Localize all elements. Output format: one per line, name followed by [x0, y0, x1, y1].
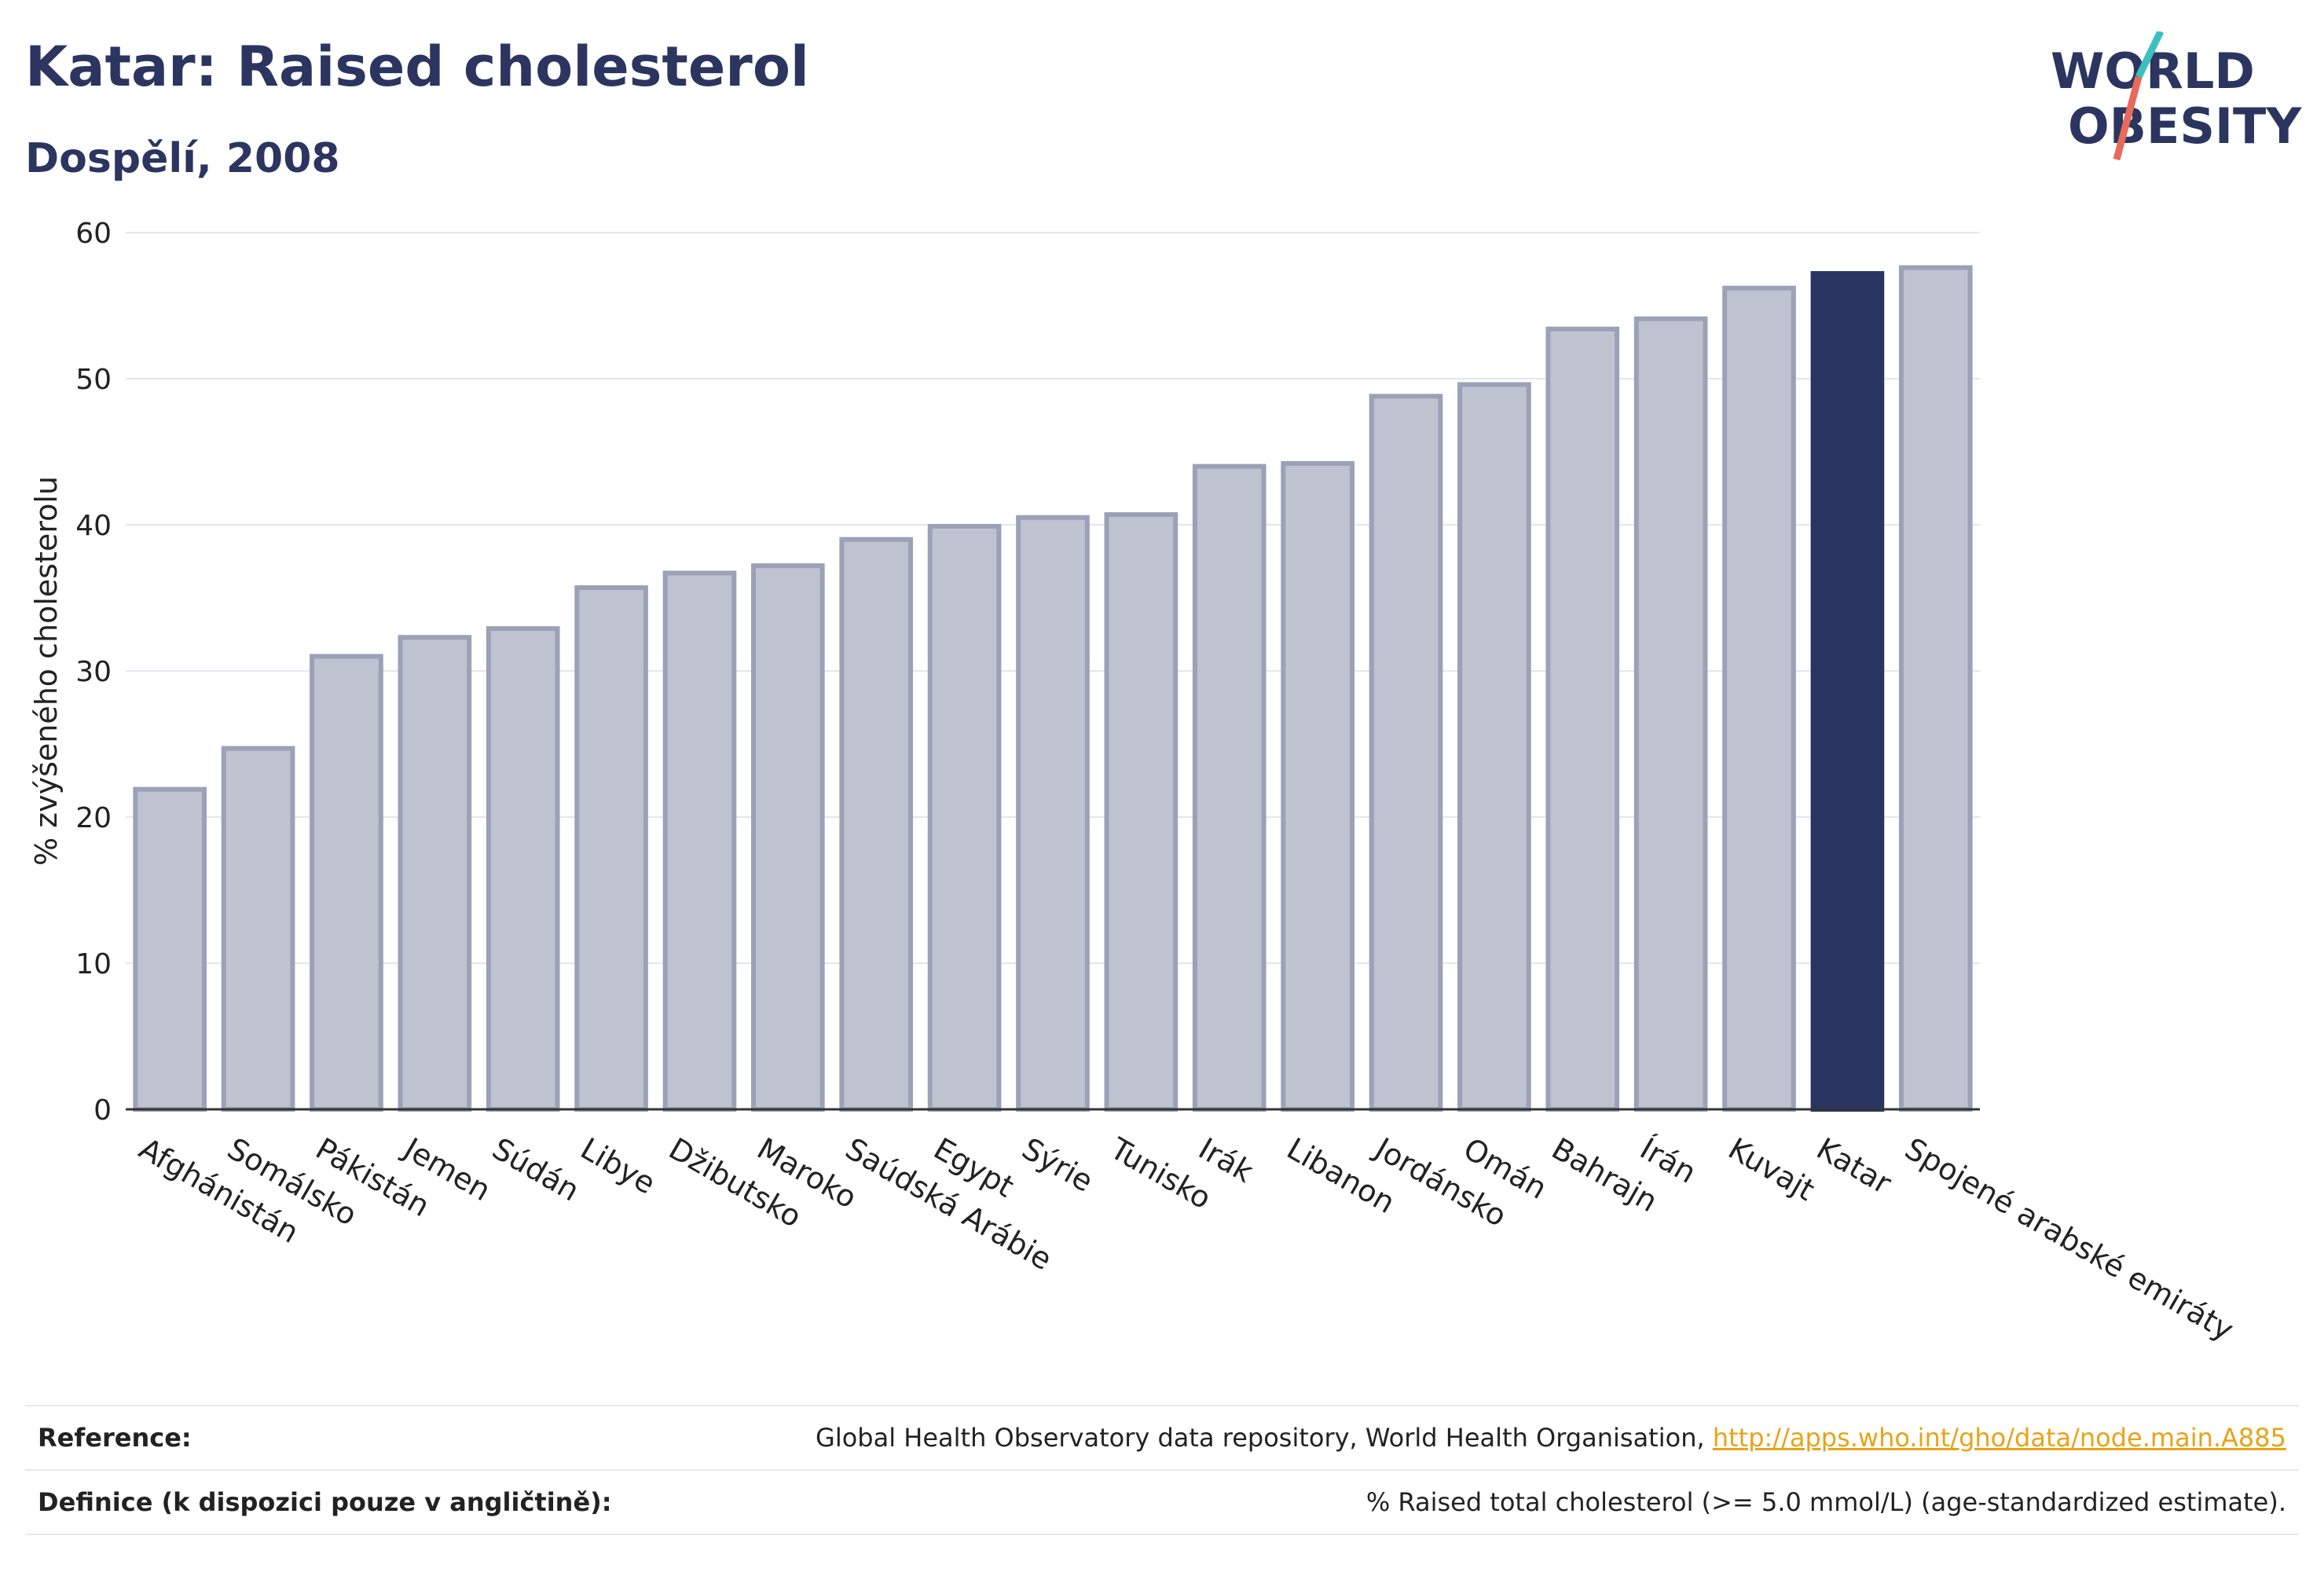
bar-chart: 0 10 20 30 40 50 60 AfghánistánSomálskoPákistá…: [29, 218, 2240, 1347]
x-tick-label: Sýrie: [1017, 1131, 1099, 1199]
bar: [1722, 285, 1796, 1112]
reference-link[interactable]: http://apps.who.int/gho/data/node.main.A…: [1712, 1423, 2286, 1453]
bar: [1545, 326, 1620, 1112]
x-tick-label: Tunisko: [1104, 1131, 1217, 1216]
chart-title: Katar: Raised cholesterol: [25, 35, 809, 99]
reference-label: Reference:: [38, 1423, 192, 1453]
bar: [662, 570, 737, 1112]
y-axis-label: % zvýšeného cholesterolu: [29, 476, 64, 866]
x-tick-label: Libye: [575, 1131, 662, 1201]
bar: [221, 746, 295, 1112]
bar: [398, 635, 472, 1112]
x-tick-label: Katar: [1811, 1131, 1897, 1201]
logo-slash-teal: [2135, 31, 2165, 79]
y-tick-label: 50: [75, 364, 112, 396]
y-tick-label: 0: [93, 1094, 112, 1127]
bar: [574, 585, 648, 1112]
reference-text: Global Health Observatory data repositor…: [816, 1423, 1713, 1453]
bar: [1369, 394, 1443, 1112]
logo-slash-coral: [2113, 75, 2143, 161]
reference-row: Reference: Global Health Observatory dat…: [25, 1405, 2299, 1469]
definition-row: Definice (k dispozici pouze v angličtině…: [25, 1469, 2299, 1535]
x-tick-label: Spojené arabské emiráty: [1899, 1131, 2239, 1347]
bar: [751, 563, 825, 1112]
bar: [310, 654, 383, 1112]
x-tick-labels: AfghánistánSomálskoPákistánJemenSúdánLib…: [134, 1131, 2240, 1347]
bar: [1810, 271, 1885, 1112]
bar: [486, 626, 560, 1112]
y-tick-label: 60: [75, 218, 112, 250]
chart-subtitle: Dospělí, 2008: [25, 135, 340, 182]
world-obesity-logo: WORLD OBESITY: [2051, 31, 2302, 161]
bar: [927, 523, 1002, 1112]
bar: [1633, 316, 1708, 1112]
x-tick-label: Kuvajt: [1723, 1131, 1820, 1208]
reference-value: Global Health Observatory data repositor…: [816, 1423, 2299, 1453]
logo-line2: OBESITY: [2068, 97, 2302, 155]
bar: [1192, 464, 1266, 1112]
bar: [1016, 515, 1090, 1112]
bar: [1281, 460, 1354, 1112]
y-tick-label: 20: [75, 802, 112, 834]
y-tick-labels: 0 10 20 30 40 50 60: [75, 218, 112, 1127]
definition-label: Definice (k dispozici pouze v angličtině…: [38, 1487, 612, 1517]
bar: [839, 537, 914, 1112]
y-tick-label: 10: [75, 948, 112, 980]
y-tick-label: 40: [75, 510, 112, 542]
bar: [1457, 382, 1531, 1112]
bar: [1104, 511, 1178, 1112]
x-tick-label: Súdán: [486, 1131, 585, 1208]
y-tick-label: 30: [75, 656, 112, 688]
bar: [133, 786, 207, 1112]
bar: [1898, 265, 1973, 1112]
bars: [133, 265, 1973, 1112]
definition-text: % Raised total cholesterol (>= 5.0 mmol/…: [1365, 1487, 2286, 1517]
